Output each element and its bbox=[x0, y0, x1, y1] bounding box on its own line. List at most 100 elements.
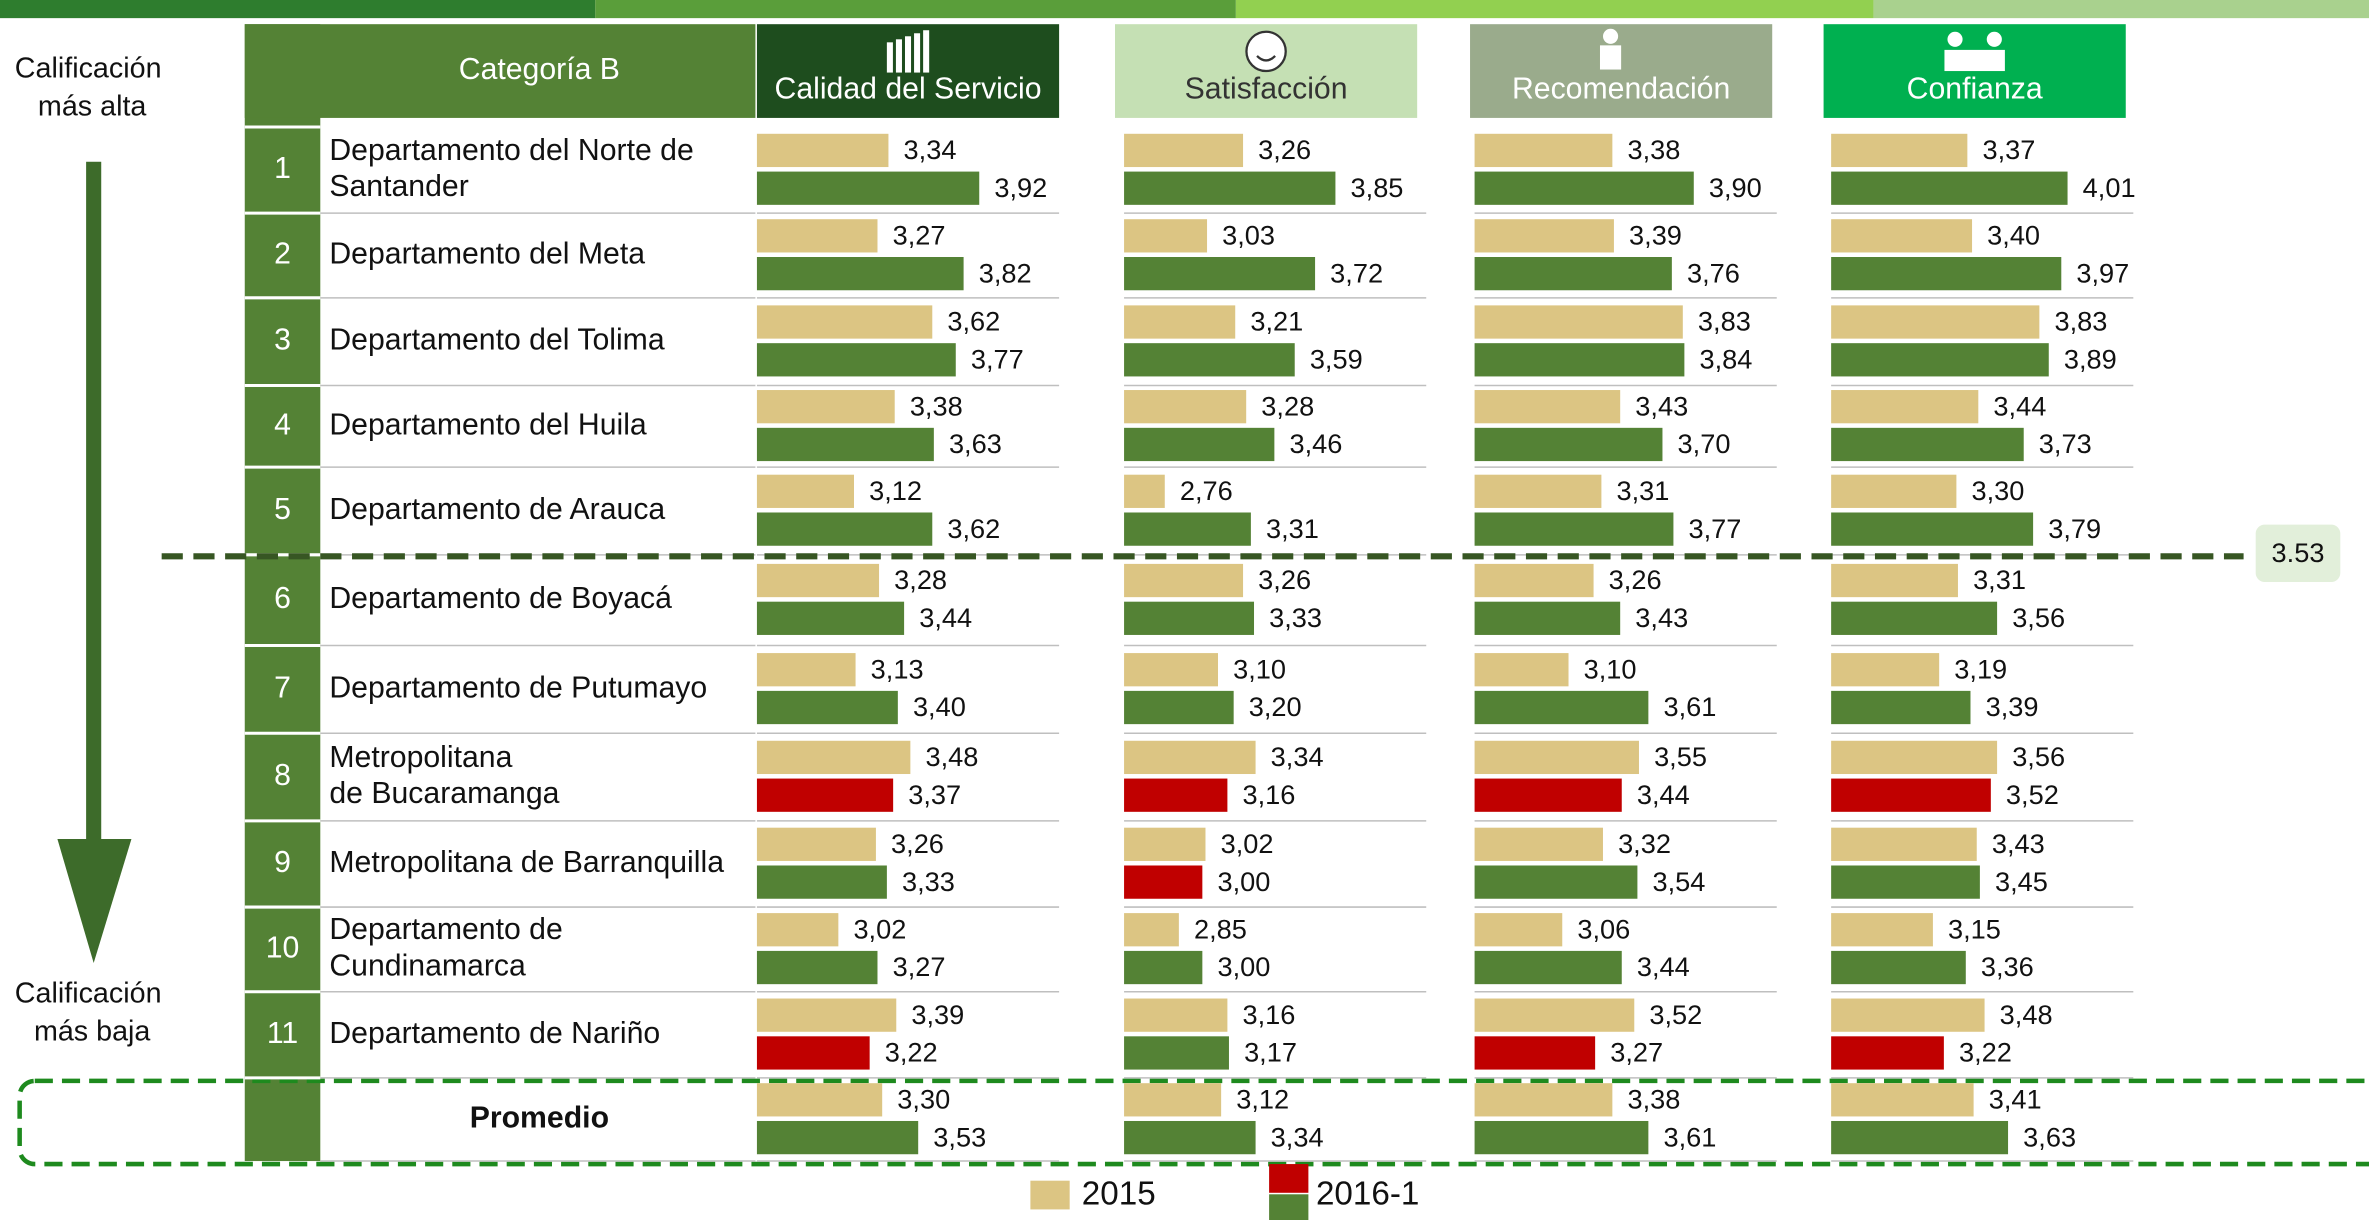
value-label: 3,55 bbox=[1654, 741, 1707, 772]
bar bbox=[756, 343, 956, 377]
rank: 4 bbox=[274, 408, 291, 441]
bar bbox=[1124, 257, 1316, 291]
icon bbox=[1947, 31, 1963, 47]
text-line: Departamento del Norte de bbox=[329, 134, 702, 167]
value-label: 3,06 bbox=[1577, 913, 1630, 944]
bar bbox=[1474, 865, 1638, 899]
arrow-shaft bbox=[86, 161, 102, 843]
value-label: 3,79 bbox=[2048, 513, 2101, 544]
icon bbox=[904, 36, 912, 73]
rank: 11 bbox=[267, 1017, 298, 1050]
bar bbox=[1474, 427, 1663, 462]
bar bbox=[1831, 512, 2034, 546]
bar bbox=[1474, 1036, 1596, 1070]
rank: 5 bbox=[274, 493, 291, 526]
bar bbox=[1474, 653, 1569, 687]
bar bbox=[1474, 563, 1594, 598]
value-label: 3,27 bbox=[893, 951, 946, 982]
bar bbox=[1831, 690, 1971, 725]
bar bbox=[1124, 950, 1203, 985]
bar bbox=[1831, 778, 1991, 812]
bar bbox=[1474, 171, 1694, 205]
category-label: Metropolitana de Bucaramanga bbox=[329, 741, 559, 810]
value-label: 3,40 bbox=[1987, 220, 2040, 251]
bar bbox=[756, 474, 855, 508]
value-label: 3,30 bbox=[1972, 475, 2025, 506]
bar bbox=[1474, 1083, 1613, 1117]
bar bbox=[1124, 1083, 1222, 1117]
value-label: 3,70 bbox=[1678, 428, 1731, 459]
value-label: 3,19 bbox=[1954, 653, 2007, 684]
side-label: Calificación más baja bbox=[15, 977, 170, 1047]
value-label: 3,28 bbox=[1261, 390, 1314, 421]
value-label: 3,12 bbox=[1236, 1084, 1289, 1115]
value-label: 3,43 bbox=[1635, 390, 1688, 421]
value-label: 3,44 bbox=[919, 602, 972, 633]
value-label: 2,76 bbox=[1180, 475, 1233, 506]
value-label: 3,44 bbox=[1993, 390, 2046, 421]
bar bbox=[1124, 343, 1295, 377]
value-label: 3,22 bbox=[1959, 1037, 2012, 1068]
value-label: 3,26 bbox=[891, 828, 944, 859]
bar bbox=[1474, 512, 1674, 546]
value-label: 3,39 bbox=[1629, 220, 1682, 251]
value-label: 3,38 bbox=[1627, 1084, 1680, 1115]
bar bbox=[756, 171, 980, 205]
bar bbox=[1124, 133, 1244, 168]
value-label: 3,00 bbox=[1217, 866, 1270, 897]
bar bbox=[1831, 601, 1998, 635]
bar bbox=[1124, 512, 1251, 546]
bar bbox=[1831, 998, 1985, 1032]
bar bbox=[1124, 865, 1203, 899]
value-label: 3,38 bbox=[1627, 134, 1680, 165]
bar bbox=[1831, 343, 2049, 377]
rank: 10 bbox=[266, 931, 300, 964]
bar bbox=[1831, 1120, 2009, 1155]
value-label: 3,44 bbox=[1637, 951, 1690, 982]
bar bbox=[1474, 343, 1685, 377]
bar bbox=[756, 512, 933, 546]
value-label: 3,73 bbox=[2039, 428, 2092, 459]
bar bbox=[1474, 740, 1639, 775]
value-label: 3,52 bbox=[2006, 779, 2059, 810]
value-label: 3,59 bbox=[1310, 343, 1363, 374]
bar bbox=[1474, 998, 1635, 1032]
value-label: 3,03 bbox=[1222, 220, 1275, 251]
legend-label: 2016-1 bbox=[1316, 1176, 1419, 1213]
rank: 3 bbox=[274, 324, 291, 357]
value-label: 3,82 bbox=[979, 257, 1032, 288]
value-label: 3,62 bbox=[947, 513, 1000, 544]
value-label: 3,26 bbox=[1609, 564, 1662, 595]
value-label: 4,01 bbox=[2083, 172, 2136, 203]
bar bbox=[756, 1120, 919, 1155]
value-label: 3,77 bbox=[971, 343, 1024, 374]
bar bbox=[756, 865, 887, 899]
bar bbox=[1124, 601, 1255, 635]
text-line: de Bucaramanga bbox=[329, 777, 559, 810]
bar bbox=[756, 827, 876, 861]
bar bbox=[1831, 257, 2062, 291]
bar bbox=[1124, 827, 1206, 861]
legend-label: 2015 bbox=[1082, 1176, 1156, 1213]
value-label: 3,76 bbox=[1687, 257, 1740, 288]
category-label: Departamento del Tolima bbox=[329, 324, 664, 357]
category-label: Departamento de Arauca bbox=[329, 493, 665, 526]
top-band bbox=[595, 0, 1236, 19]
bar bbox=[1474, 390, 1621, 424]
bar bbox=[1831, 827, 1977, 861]
bar bbox=[1474, 219, 1614, 253]
category-label: Departamento del Huila bbox=[329, 408, 647, 441]
value-label: 3,36 bbox=[1981, 951, 2034, 982]
value-label: 3,12 bbox=[869, 475, 922, 506]
bar bbox=[1831, 390, 1979, 424]
bar bbox=[1831, 865, 1980, 899]
bar bbox=[756, 133, 889, 168]
value-label: 3,53 bbox=[933, 1121, 986, 1152]
icon bbox=[1603, 28, 1619, 44]
category-label: Metropolitana de Barranquilla bbox=[329, 846, 724, 879]
value-label: 3,90 bbox=[1709, 172, 1762, 203]
bar bbox=[1474, 690, 1649, 725]
bar bbox=[1474, 257, 1672, 291]
